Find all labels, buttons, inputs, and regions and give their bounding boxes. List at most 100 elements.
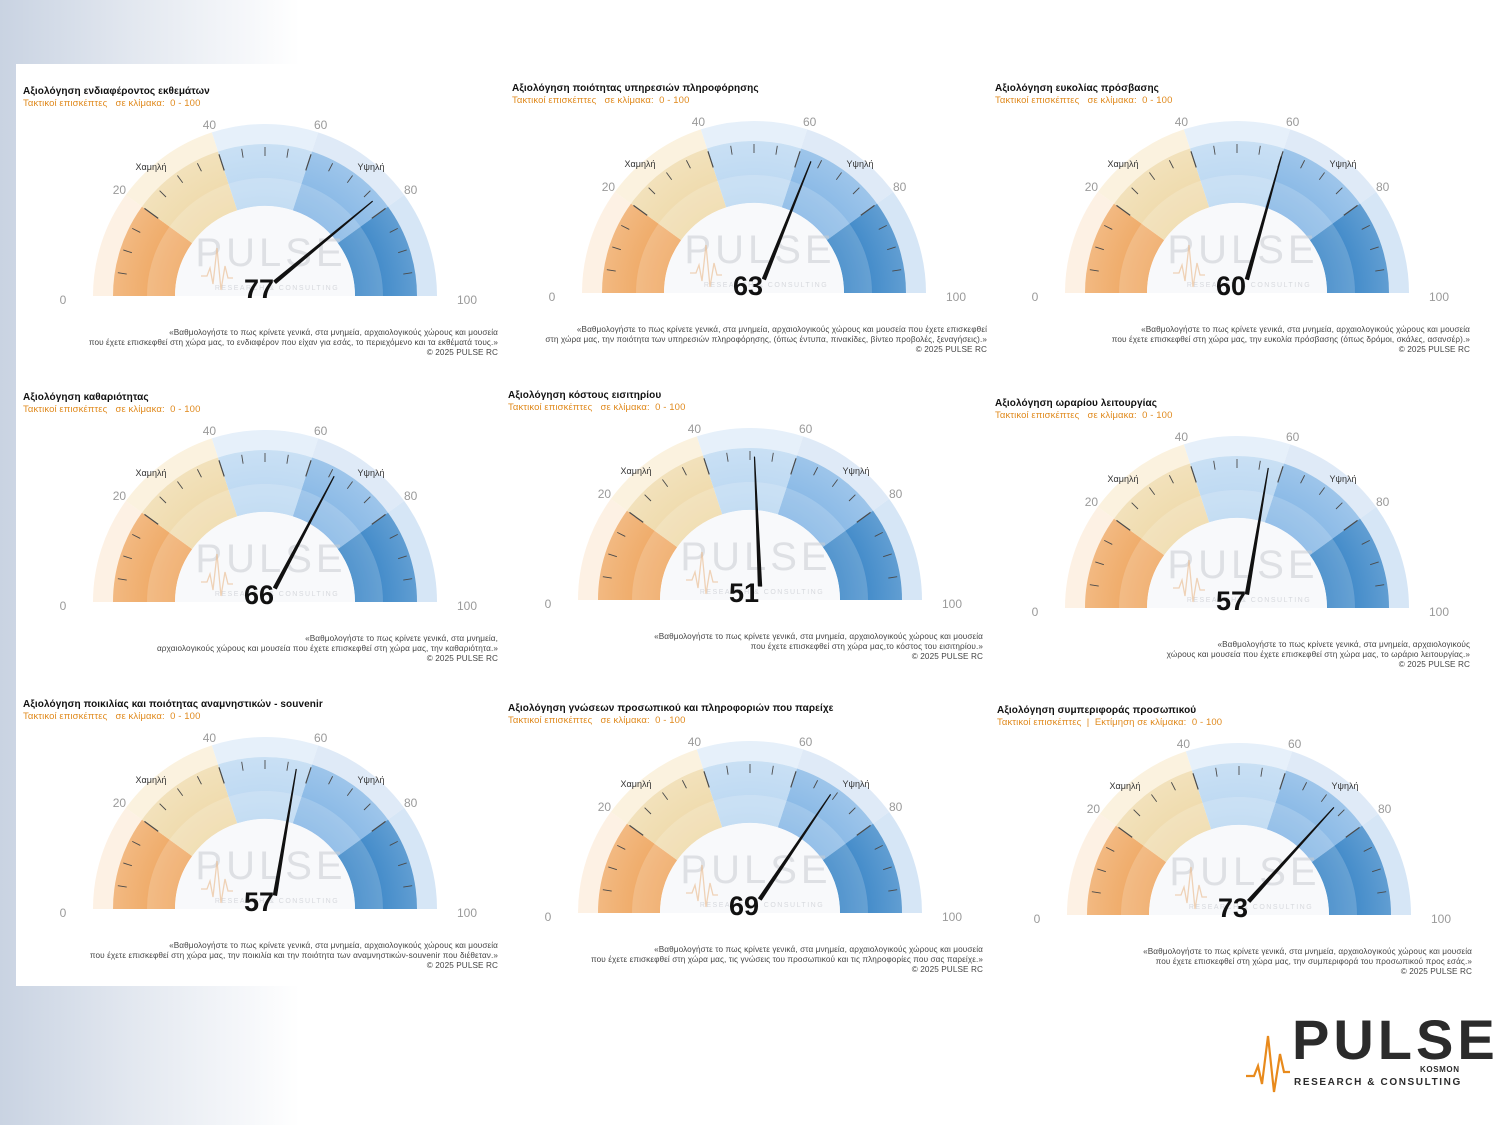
question-line-2: που έχετε επισκεφθεί στη χώρα μας,το κόσ… xyxy=(750,642,983,651)
gauge-tick xyxy=(1170,782,1176,791)
gauge-halo-segment xyxy=(610,749,704,824)
gauge-needle xyxy=(758,794,831,901)
watermark-tagline: RESEARCH & CONSULTING xyxy=(215,285,339,292)
gauge-tick xyxy=(888,889,898,892)
gauge-halo-segment xyxy=(1097,129,1191,204)
gauge-tick xyxy=(241,148,244,158)
gauge-title: Αξιολόγηση ενδιαφέροντος εκθεμάτων xyxy=(23,86,210,97)
gauge-tick-label: 100 xyxy=(1431,912,1451,926)
gauge-tick-label: 40 xyxy=(688,735,702,749)
gauge-tick xyxy=(703,771,710,788)
gauge-tick xyxy=(1335,502,1343,510)
gauge-tick xyxy=(848,807,856,815)
question-line-2: που έχετε επισκεφθεί στη χώρα μας, την σ… xyxy=(1155,957,1472,966)
gauge-tick xyxy=(389,840,398,846)
gauge-tick xyxy=(790,458,797,475)
gauge-band-sheen xyxy=(598,761,902,913)
gauge-tick xyxy=(371,207,386,219)
gauge-high-label: Υψηλή xyxy=(358,775,385,785)
gauge-chart: 0 20 40 60 80 100 Χαμηλή Υψηλή PULSE RESEARCH & C… xyxy=(545,735,963,924)
gauge-tick xyxy=(848,494,856,502)
question-line-2: χώρους και μουσεία που έχετε επισκεφθεί … xyxy=(1166,650,1470,659)
gauge-tick xyxy=(685,160,691,169)
gauge-halo-segment xyxy=(578,498,628,600)
gauge-high-label: Υψηλή xyxy=(843,466,870,476)
watermark-pulse-icon xyxy=(686,551,718,595)
gauge-tick xyxy=(1095,246,1104,251)
gauge-band-sheen xyxy=(113,450,417,602)
gauge-tick xyxy=(403,272,413,275)
gauge-halo-segment xyxy=(876,191,926,293)
gauge-tick xyxy=(1149,172,1156,181)
gauge-tick xyxy=(606,269,616,272)
gauge-halo-segment xyxy=(211,123,319,152)
gauge-tick xyxy=(1372,868,1381,873)
copyright: © 2025 PULSE RC xyxy=(1398,660,1470,669)
gauge-tick xyxy=(389,533,398,539)
gauge-tick xyxy=(177,175,184,184)
gauge-needle xyxy=(761,161,812,281)
gauge-halo-segment xyxy=(93,500,143,602)
gauge-card: Αξιολόγηση συμπεριφοράς προσωπικού Τακτι… xyxy=(997,705,1482,1005)
watermark-logo: PULSE xyxy=(1167,543,1318,587)
watermark-tagline: RESEARCH & CONSULTING xyxy=(215,898,339,905)
gauge-halo-segment xyxy=(311,132,405,207)
question-line-1: «Βαθμολογήστε το πως κρίνετε γενικά, στα… xyxy=(169,328,498,337)
watermark-logo: PULSE xyxy=(195,844,346,888)
gauge-card: Αξιολόγηση ποικιλίας και ποιότητας αναμν… xyxy=(23,699,508,999)
gauge-tick-label: 80 xyxy=(889,487,903,501)
gauge-tick-label: 0 xyxy=(60,293,67,307)
gauge-tick xyxy=(1335,187,1343,195)
gauge-tick xyxy=(328,163,334,172)
gauge-tick xyxy=(305,460,312,477)
watermark-logo: PULSE xyxy=(684,228,835,272)
gauge-band-sheen xyxy=(1085,456,1389,608)
watermark-pulse-icon xyxy=(201,247,233,291)
gauge-title: Αξιολόγηση ευκολίας πρόσβασης xyxy=(995,83,1159,94)
gauge-band-sheen xyxy=(1087,763,1391,915)
gauge-tick xyxy=(403,885,413,888)
watermark-logo: PULSE xyxy=(680,848,831,892)
gauge-tick xyxy=(1104,224,1113,230)
gauge-title: Αξιολόγηση γνώσεων προσωπικού και πληροφ… xyxy=(508,703,834,714)
gauge-tick xyxy=(159,496,167,504)
gauge-needle xyxy=(753,456,763,587)
gauge-high-label: Υψηλή xyxy=(843,779,870,789)
gauge-tick xyxy=(621,224,630,230)
gauge-tick xyxy=(874,531,883,537)
gauge-tick xyxy=(286,761,289,771)
gauge-subtitle: Τακτικοί επισκέπτες σε κλίμακα: 0 - 100 xyxy=(23,404,201,415)
gauge-halo-segment xyxy=(1065,191,1115,293)
gauge-tick xyxy=(608,866,617,871)
gauge-halo-segment xyxy=(700,120,808,149)
watermark-tagline: RESEARCH & CONSULTING xyxy=(700,902,824,909)
gauge-tick xyxy=(389,227,398,233)
gauge-card: Αξιολόγηση καθαριότητας Τακτικοί επισκέπ… xyxy=(23,392,508,692)
gauge-halo-segment xyxy=(311,745,405,820)
watermark-tagline: RESEARCH & CONSULTING xyxy=(700,589,824,596)
gauge-tick xyxy=(346,481,353,490)
gauge-subtitle: Τακτικοί επισκέπτες σε κλίμακα: 0 - 100 xyxy=(508,715,686,726)
gauge-tick xyxy=(726,765,729,775)
gauge-tick-label: 60 xyxy=(799,422,813,436)
logo-name: PULSE xyxy=(1292,1008,1499,1071)
gauge-tick xyxy=(1343,519,1358,531)
gauge-tick xyxy=(1363,846,1372,852)
gauge-halo-segment xyxy=(1359,191,1409,293)
copyright: © 2025 PULSE RC xyxy=(911,965,983,974)
gauge-inner-band xyxy=(636,175,872,293)
watermark-pulse-icon xyxy=(1173,244,1205,288)
gauge-tick xyxy=(892,269,902,272)
question-line-1: «Βαθμολογήστε το πως κρίνετε γενικά, στα… xyxy=(305,634,498,643)
gauge-tick xyxy=(1361,224,1370,230)
gauge-halo-segment xyxy=(93,194,143,296)
gauge-chart: 0 20 40 60 80 100 Χαμηλή Υψηλή PULSE RESEARCH & C… xyxy=(549,115,967,304)
gauge-tick xyxy=(328,469,334,478)
gauge-tick xyxy=(1337,809,1345,817)
gauge-tick xyxy=(1361,539,1370,545)
gauge-tick xyxy=(218,460,225,477)
gauge-tick xyxy=(144,820,159,832)
gauge-tick xyxy=(196,776,202,785)
gauge-title: Αξιολόγηση ποιότητας υπηρεσιών πληροφόρη… xyxy=(512,83,759,94)
copyright: © 2025 PULSE RC xyxy=(426,348,498,357)
